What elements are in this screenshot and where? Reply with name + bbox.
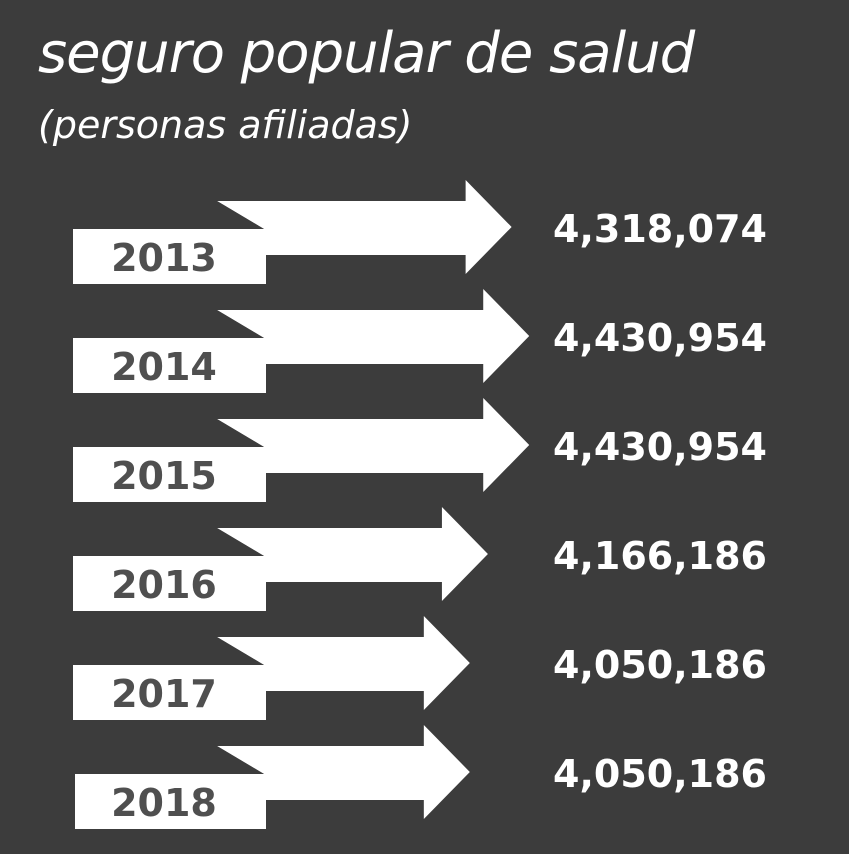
value-label-2015: 4,430,954: [553, 425, 767, 469]
arrow-bar-2014: [217, 289, 530, 383]
year-label-2018: 2018: [111, 781, 217, 825]
year-tab-2013: [73, 229, 266, 284]
arrow-bar-2013: [217, 180, 512, 274]
arrow-bar-2015: [217, 398, 530, 492]
fold-edge-2014: [217, 310, 264, 338]
year-tab-2016: [73, 556, 266, 611]
fold-edge-2017: [217, 637, 264, 665]
value-label-2017: 4,050,186: [553, 643, 767, 687]
arrow-bar-2018: [217, 725, 470, 819]
year-label-2017: 2017: [111, 672, 217, 716]
chart-title: seguro popular de salud: [38, 21, 695, 86]
year-label-2013: 2013: [111, 236, 217, 280]
value-label-2014: 4,430,954: [553, 316, 767, 360]
value-label-2016: 4,166,186: [553, 534, 767, 578]
arrow-bar-2017: [217, 616, 470, 710]
arrow-bar-2016: [217, 507, 488, 601]
value-label-2018: 4,050,186: [553, 752, 767, 796]
year-tab-2018: [75, 774, 266, 829]
year-label-2016: 2016: [111, 563, 217, 607]
year-tab-2014: [73, 338, 266, 393]
chart-subtitle: (personas afiliadas): [38, 103, 413, 147]
fold-edge-2016: [217, 528, 264, 556]
year-label-2015: 2015: [111, 454, 217, 498]
fold-edge-2015: [217, 419, 264, 447]
year-tab-2015: [73, 447, 266, 502]
fold-edge-2018: [217, 746, 264, 774]
value-label-2013: 4,318,074: [553, 207, 767, 251]
year-label-2014: 2014: [111, 345, 217, 389]
fold-edge-2013: [217, 201, 264, 229]
year-tab-2017: [73, 665, 266, 720]
